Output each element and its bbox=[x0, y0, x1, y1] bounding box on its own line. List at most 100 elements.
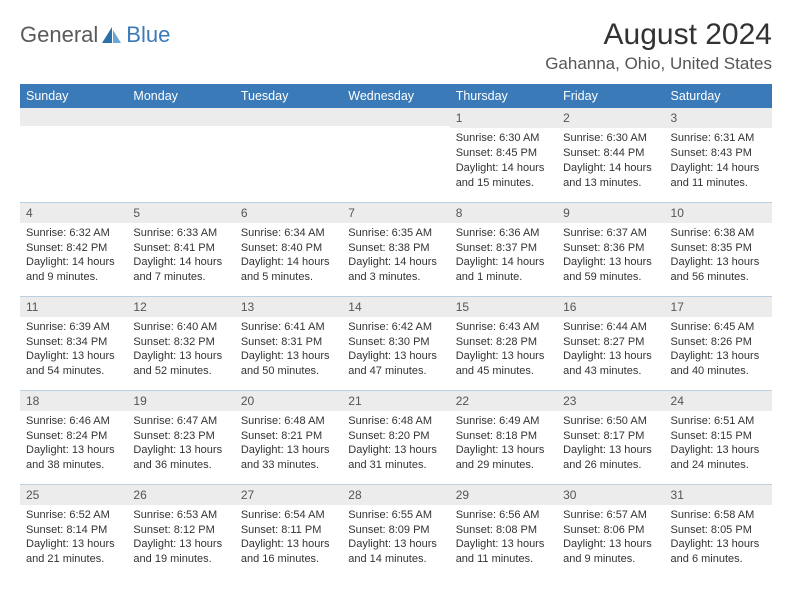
daylight-text: Daylight: 13 hours and 50 minutes. bbox=[241, 349, 336, 379]
day-number: 29 bbox=[450, 485, 557, 505]
sunrise-text: Sunrise: 6:48 AM bbox=[348, 414, 443, 429]
sunrise-text: Sunrise: 6:30 AM bbox=[563, 131, 658, 146]
day-number: 30 bbox=[557, 485, 664, 505]
sunset-text: Sunset: 8:35 PM bbox=[671, 241, 766, 256]
day-content: Sunrise: 6:30 AMSunset: 8:45 PMDaylight:… bbox=[450, 128, 557, 194]
sunrise-text: Sunrise: 6:45 AM bbox=[671, 320, 766, 335]
calendar-cell: 30Sunrise: 6:57 AMSunset: 8:06 PMDayligh… bbox=[557, 484, 664, 578]
day-number: 12 bbox=[127, 297, 234, 317]
sunset-text: Sunset: 8:45 PM bbox=[456, 146, 551, 161]
calendar-cell: 16Sunrise: 6:44 AMSunset: 8:27 PMDayligh… bbox=[557, 296, 664, 390]
calendar-cell: 1Sunrise: 6:30 AMSunset: 8:45 PMDaylight… bbox=[450, 108, 557, 202]
page-title: August 2024 bbox=[545, 18, 772, 52]
day-content: Sunrise: 6:56 AMSunset: 8:08 PMDaylight:… bbox=[450, 505, 557, 571]
sunrise-text: Sunrise: 6:34 AM bbox=[241, 226, 336, 241]
day-content: Sunrise: 6:34 AMSunset: 8:40 PMDaylight:… bbox=[235, 223, 342, 289]
calendar-cell: 9Sunrise: 6:37 AMSunset: 8:36 PMDaylight… bbox=[557, 202, 664, 296]
day-content: Sunrise: 6:35 AMSunset: 8:38 PMDaylight:… bbox=[342, 223, 449, 289]
daylight-text: Daylight: 13 hours and 59 minutes. bbox=[563, 255, 658, 285]
daylight-text: Daylight: 14 hours and 9 minutes. bbox=[26, 255, 121, 285]
day-content: Sunrise: 6:58 AMSunset: 8:05 PMDaylight:… bbox=[665, 505, 772, 571]
day-content: Sunrise: 6:43 AMSunset: 8:28 PMDaylight:… bbox=[450, 317, 557, 383]
sunrise-text: Sunrise: 6:36 AM bbox=[456, 226, 551, 241]
day-content: Sunrise: 6:42 AMSunset: 8:30 PMDaylight:… bbox=[342, 317, 449, 383]
daylight-text: Daylight: 13 hours and 19 minutes. bbox=[133, 537, 228, 567]
sunset-text: Sunset: 8:37 PM bbox=[456, 241, 551, 256]
day-number: 18 bbox=[20, 391, 127, 411]
sunrise-text: Sunrise: 6:50 AM bbox=[563, 414, 658, 429]
day-number: 16 bbox=[557, 297, 664, 317]
calendar-cell: 29Sunrise: 6:56 AMSunset: 8:08 PMDayligh… bbox=[450, 484, 557, 578]
daylight-text: Daylight: 14 hours and 7 minutes. bbox=[133, 255, 228, 285]
day-content: Sunrise: 6:33 AMSunset: 8:41 PMDaylight:… bbox=[127, 223, 234, 289]
day-number: 31 bbox=[665, 485, 772, 505]
daylight-text: Daylight: 13 hours and 38 minutes. bbox=[26, 443, 121, 473]
day-number: 26 bbox=[127, 485, 234, 505]
daylight-text: Daylight: 14 hours and 15 minutes. bbox=[456, 161, 551, 191]
calendar-cell: 27Sunrise: 6:54 AMSunset: 8:11 PMDayligh… bbox=[235, 484, 342, 578]
daylight-text: Daylight: 13 hours and 47 minutes. bbox=[348, 349, 443, 379]
daylight-text: Daylight: 13 hours and 43 minutes. bbox=[563, 349, 658, 379]
day-content: Sunrise: 6:37 AMSunset: 8:36 PMDaylight:… bbox=[557, 223, 664, 289]
calendar-cell: 26Sunrise: 6:53 AMSunset: 8:12 PMDayligh… bbox=[127, 484, 234, 578]
daylight-text: Daylight: 13 hours and 54 minutes. bbox=[26, 349, 121, 379]
daylight-text: Daylight: 13 hours and 11 minutes. bbox=[456, 537, 551, 567]
logo-text-general: General bbox=[20, 22, 98, 48]
day-number: 5 bbox=[127, 203, 234, 223]
daylight-text: Daylight: 13 hours and 29 minutes. bbox=[456, 443, 551, 473]
day-header: Sunday bbox=[20, 84, 127, 108]
sunset-text: Sunset: 8:44 PM bbox=[563, 146, 658, 161]
day-content: Sunrise: 6:36 AMSunset: 8:37 PMDaylight:… bbox=[450, 223, 557, 289]
daylight-text: Daylight: 13 hours and 21 minutes. bbox=[26, 537, 121, 567]
calendar-cell: 6Sunrise: 6:34 AMSunset: 8:40 PMDaylight… bbox=[235, 202, 342, 296]
sunrise-text: Sunrise: 6:46 AM bbox=[26, 414, 121, 429]
day-number bbox=[342, 108, 449, 126]
day-header: Tuesday bbox=[235, 84, 342, 108]
daylight-text: Daylight: 13 hours and 16 minutes. bbox=[241, 537, 336, 567]
day-number: 7 bbox=[342, 203, 449, 223]
calendar-cell: 22Sunrise: 6:49 AMSunset: 8:18 PMDayligh… bbox=[450, 390, 557, 484]
calendar-cell: 19Sunrise: 6:47 AMSunset: 8:23 PMDayligh… bbox=[127, 390, 234, 484]
sunrise-text: Sunrise: 6:53 AM bbox=[133, 508, 228, 523]
day-number: 13 bbox=[235, 297, 342, 317]
sunset-text: Sunset: 8:34 PM bbox=[26, 335, 121, 350]
daylight-text: Daylight: 13 hours and 36 minutes. bbox=[133, 443, 228, 473]
calendar-cell: 14Sunrise: 6:42 AMSunset: 8:30 PMDayligh… bbox=[342, 296, 449, 390]
daylight-text: Daylight: 13 hours and 52 minutes. bbox=[133, 349, 228, 379]
day-content: Sunrise: 6:38 AMSunset: 8:35 PMDaylight:… bbox=[665, 223, 772, 289]
day-number bbox=[127, 108, 234, 126]
sunrise-text: Sunrise: 6:54 AM bbox=[241, 508, 336, 523]
day-content: Sunrise: 6:46 AMSunset: 8:24 PMDaylight:… bbox=[20, 411, 127, 477]
day-content: Sunrise: 6:39 AMSunset: 8:34 PMDaylight:… bbox=[20, 317, 127, 383]
calendar-cell: 4Sunrise: 6:32 AMSunset: 8:42 PMDaylight… bbox=[20, 202, 127, 296]
calendar-week-row: 18Sunrise: 6:46 AMSunset: 8:24 PMDayligh… bbox=[20, 390, 772, 484]
day-header: Thursday bbox=[450, 84, 557, 108]
sail-icon bbox=[101, 25, 123, 45]
sunrise-text: Sunrise: 6:57 AM bbox=[563, 508, 658, 523]
sunrise-text: Sunrise: 6:43 AM bbox=[456, 320, 551, 335]
sunrise-text: Sunrise: 6:52 AM bbox=[26, 508, 121, 523]
sunset-text: Sunset: 8:42 PM bbox=[26, 241, 121, 256]
day-content: Sunrise: 6:50 AMSunset: 8:17 PMDaylight:… bbox=[557, 411, 664, 477]
calendar-cell: 10Sunrise: 6:38 AMSunset: 8:35 PMDayligh… bbox=[665, 202, 772, 296]
day-number: 1 bbox=[450, 108, 557, 128]
calendar-cell: 3Sunrise: 6:31 AMSunset: 8:43 PMDaylight… bbox=[665, 108, 772, 202]
sunset-text: Sunset: 8:31 PM bbox=[241, 335, 336, 350]
day-content: Sunrise: 6:51 AMSunset: 8:15 PMDaylight:… bbox=[665, 411, 772, 477]
day-number: 15 bbox=[450, 297, 557, 317]
day-number: 11 bbox=[20, 297, 127, 317]
calendar-cell bbox=[235, 108, 342, 202]
day-content: Sunrise: 6:52 AMSunset: 8:14 PMDaylight:… bbox=[20, 505, 127, 571]
daylight-text: Daylight: 13 hours and 9 minutes. bbox=[563, 537, 658, 567]
sunrise-text: Sunrise: 6:31 AM bbox=[671, 131, 766, 146]
day-header: Saturday bbox=[665, 84, 772, 108]
sunset-text: Sunset: 8:23 PM bbox=[133, 429, 228, 444]
daylight-text: Daylight: 13 hours and 6 minutes. bbox=[671, 537, 766, 567]
daylight-text: Daylight: 14 hours and 13 minutes. bbox=[563, 161, 658, 191]
sunset-text: Sunset: 8:05 PM bbox=[671, 523, 766, 538]
calendar-cell: 25Sunrise: 6:52 AMSunset: 8:14 PMDayligh… bbox=[20, 484, 127, 578]
day-content: Sunrise: 6:48 AMSunset: 8:21 PMDaylight:… bbox=[235, 411, 342, 477]
sunset-text: Sunset: 8:08 PM bbox=[456, 523, 551, 538]
calendar-cell: 28Sunrise: 6:55 AMSunset: 8:09 PMDayligh… bbox=[342, 484, 449, 578]
sunset-text: Sunset: 8:15 PM bbox=[671, 429, 766, 444]
